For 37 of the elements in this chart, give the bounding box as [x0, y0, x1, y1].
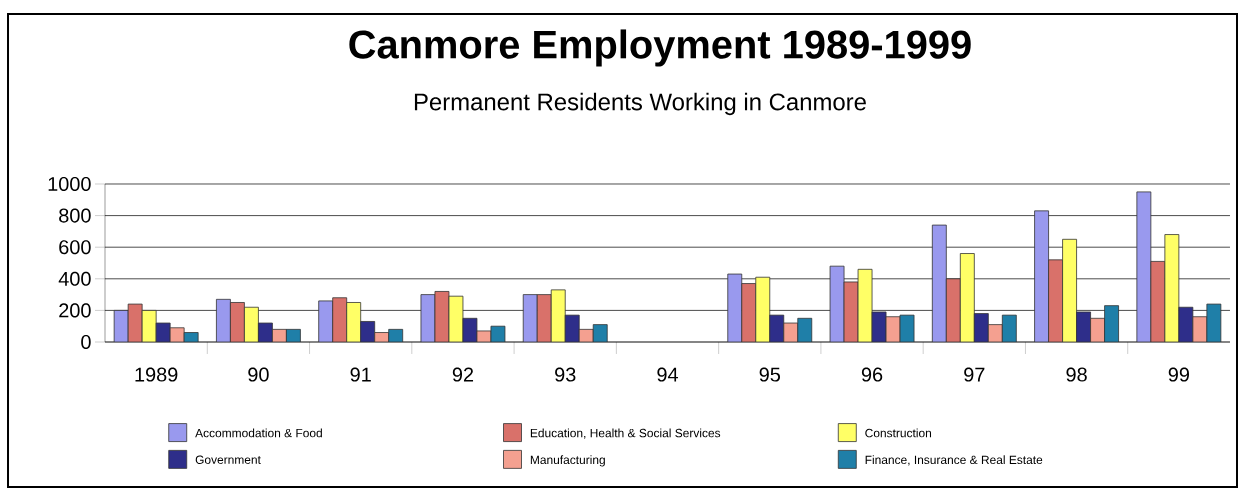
legend-label: Accommodation & Food [195, 428, 322, 438]
legend-label: Manufacturing [530, 455, 605, 467]
x-tick-label: 92 [452, 367, 474, 382]
x-tick-label: 99 [1168, 367, 1189, 382]
legend-label: Government [195, 455, 261, 464]
chart-title: Canmore Employment 1989-1999 [349, 29, 971, 67]
bar [945, 278, 961, 342]
y-tick-label: 600 [59, 240, 91, 255]
bar [741, 283, 757, 342]
bar [536, 294, 552, 342]
y-tick-label: 1000 [48, 176, 91, 192]
bar [522, 294, 538, 342]
y-tick-label: 200 [59, 303, 91, 318]
y-tick-label: 400 [58, 271, 91, 286]
x-tick-label: 91 [350, 367, 371, 382]
x-tick-label: 97 [964, 367, 985, 382]
bar [332, 297, 348, 342]
x-tick-label: 98 [1066, 367, 1087, 382]
bar [1062, 238, 1077, 342]
x-tick-label: 95 [759, 367, 781, 382]
bar [931, 224, 947, 342]
legend-label: Education, Health & Social Services [530, 428, 721, 439]
legend-label: Construction [865, 428, 932, 438]
x-tick-label: 1989 [135, 367, 178, 382]
legend-label: Finance, Insurance & Real Estate [865, 455, 1043, 466]
x-tick-label: 90 [248, 367, 269, 382]
bar [727, 273, 743, 342]
x-tick-label: 94 [657, 367, 678, 382]
bar [1034, 210, 1049, 342]
y-tick-label: 800 [59, 208, 91, 223]
x-tick-label: 96 [861, 367, 883, 382]
y-tick-label: 0 [81, 334, 91, 350]
bar [1048, 259, 1063, 342]
chart-subtitle: Permanent Residents Working in Canmore [414, 92, 866, 116]
bar [959, 253, 975, 342]
x-tick-label: 93 [555, 367, 576, 382]
bar [755, 276, 771, 342]
